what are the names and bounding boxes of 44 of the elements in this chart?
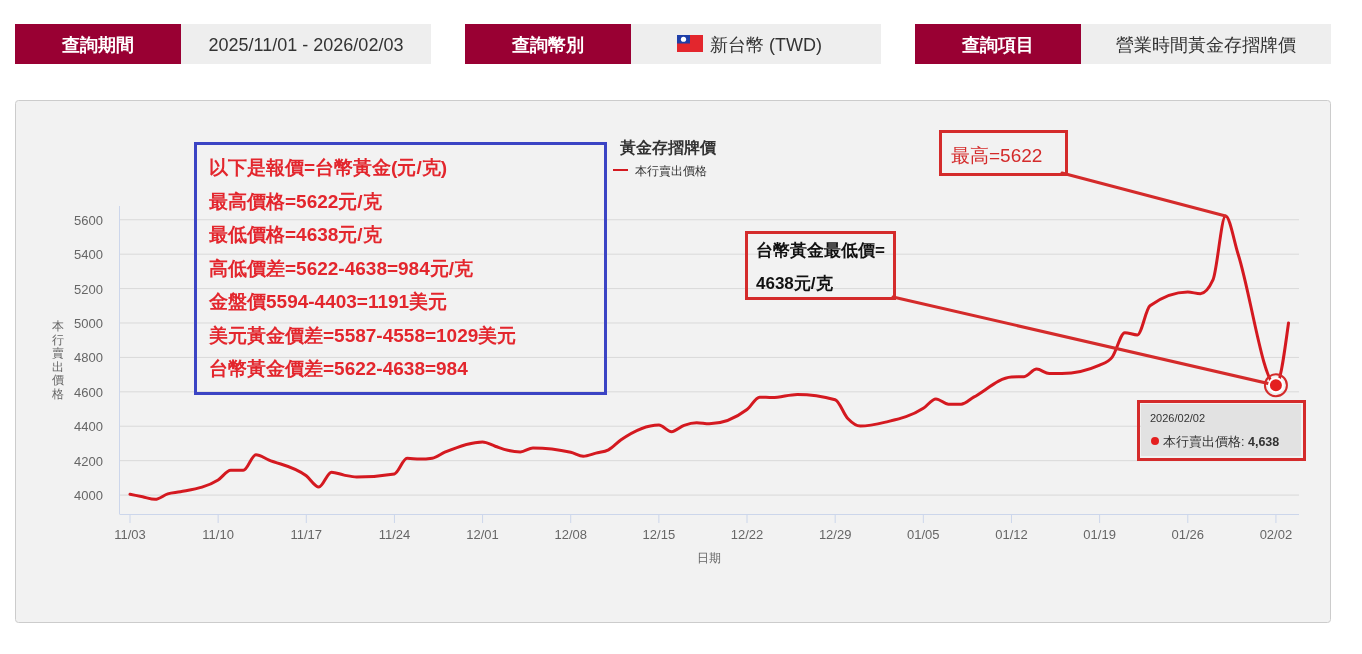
annotation: 美元黃金價差=5587-4558=1029美元 — [208, 324, 517, 346]
x-tick-label: 12/08 — [554, 527, 588, 542]
x-tick-label: 01/12 — [995, 527, 1028, 542]
x-tick-label: 12/29 — [818, 527, 852, 542]
text: 查詢期間 — [61, 35, 134, 55]
line-series — [128, 214, 1291, 501]
x-tick-label: 11/10 — [202, 527, 234, 542]
annotation: 2026/02/02 本行賣出價格: 4,638 — [1150, 412, 1280, 449]
annotation: 台幣黃金價差=5622-4638=984 — [209, 358, 469, 379]
y-tick-label: 4800 — [74, 350, 103, 366]
annotation: 最低價格=4638元/克 — [208, 224, 382, 245]
x-tick-label: 01/05 — [907, 527, 940, 542]
y-tick-label: 5200 — [74, 281, 103, 297]
x-axis-title: 日期 — [697, 551, 722, 565]
x-tick-label: 12/01 — [466, 527, 499, 542]
text: 營業時間黃金存摺牌價 — [1116, 35, 1296, 55]
x-tick-label: 01/19 — [1083, 527, 1116, 542]
annotation: 最高=5622 — [951, 145, 1043, 166]
text: 查詢項目 — [961, 35, 1034, 55]
x-tick-label: 11/03 — [114, 527, 146, 542]
x-tick-label: 02/02 — [1259, 527, 1293, 542]
chart-title: 黃金存摺牌價 — [619, 139, 717, 156]
y-axis-title: 本行賣出價格 — [51, 319, 64, 401]
y-tick-label: 5600 — [74, 212, 103, 228]
annotation: 台幣黃金最低價= 4638元/克 — [756, 241, 885, 293]
annotation: 高低價差=5622-4638=984元/克 — [209, 257, 474, 279]
annotation: 金盤價5594-4403=1191美元 — [208, 291, 448, 312]
y-tick-label: 4400 — [74, 419, 103, 435]
y-tick-label: 5400 — [74, 247, 103, 263]
text: 2025/11/01 - 2026/02/03 — [208, 35, 404, 55]
y-tick-label: 4600 — [74, 384, 103, 400]
x-tick-label: 11/24 — [378, 527, 411, 542]
x-tick-label: 12/15 — [642, 527, 676, 542]
text: 查詢幣別 — [511, 35, 584, 55]
legend-label: 本行賣出價格 — [635, 164, 707, 178]
x-tick-label: 12/22 — [730, 527, 764, 542]
y-tick-label: 5000 — [74, 316, 103, 332]
x-tick-label: 11/17 — [290, 527, 323, 542]
y-tick-label: 4000 — [74, 488, 103, 504]
y-tick-label: 4200 — [74, 453, 103, 469]
annotation: 最高價格=5622元/克 — [208, 190, 382, 212]
text: 新台幣 (TWD) — [710, 35, 822, 55]
x-tick-label: 01/26 — [1171, 527, 1205, 542]
text: 以下是報價=台幣黃金(元/克) — [209, 157, 448, 178]
